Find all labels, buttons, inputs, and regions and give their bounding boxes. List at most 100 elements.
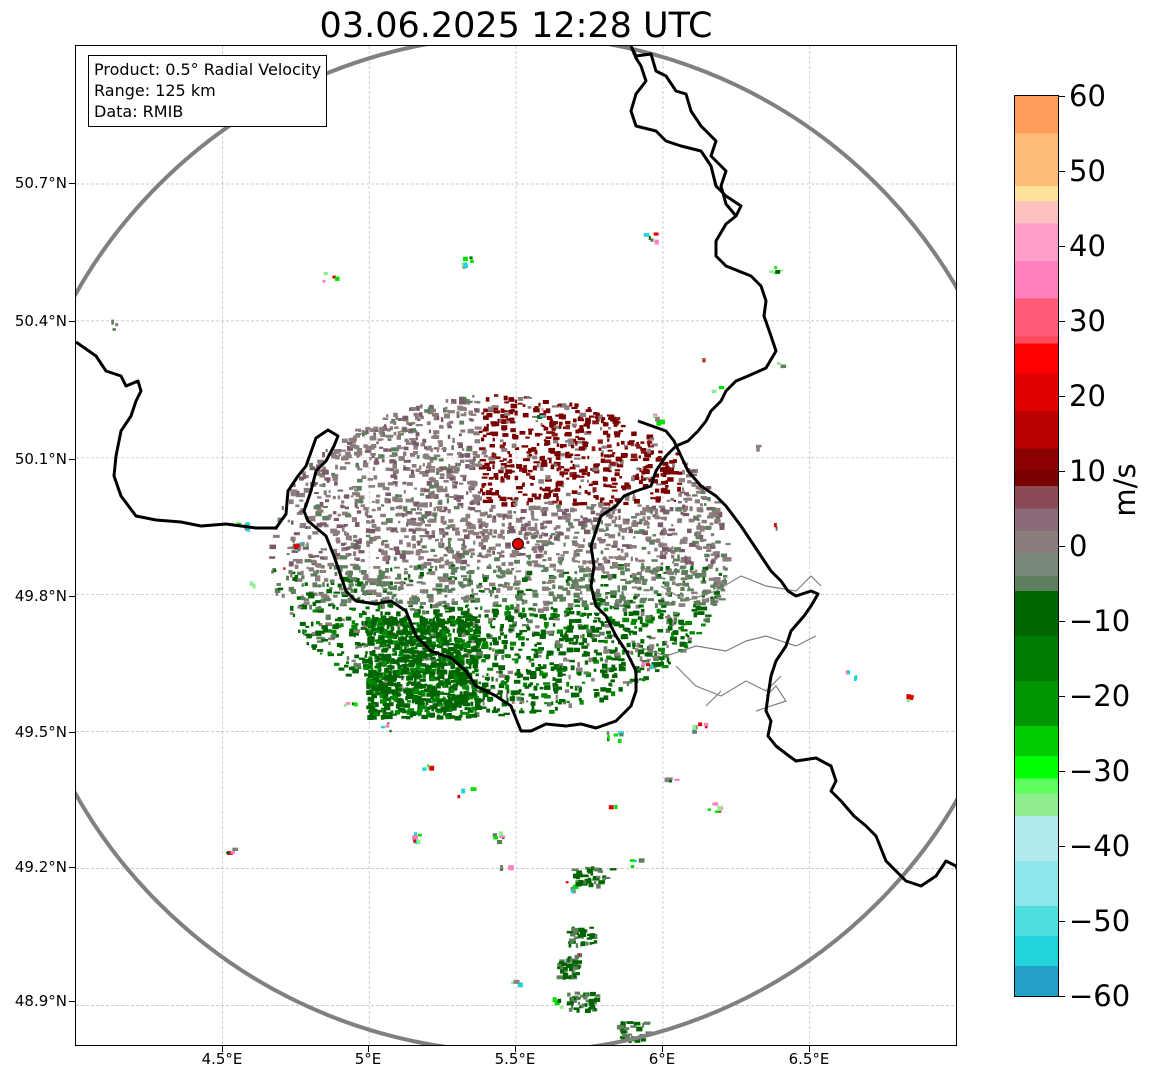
echo-pixel [564, 508, 569, 512]
echo-pixel [539, 614, 547, 619]
echo-pixel [421, 629, 424, 632]
echo-pixel [462, 696, 470, 701]
echo-pixel [671, 642, 677, 645]
echo-pixel [292, 577, 298, 581]
echo-pixel [624, 568, 630, 572]
echo-pixel [355, 433, 362, 436]
echo-pixel [391, 595, 395, 600]
echo-pixel [661, 665, 669, 669]
radar-map[interactable] [75, 45, 957, 1046]
echo-pixel [406, 542, 411, 548]
echo-pixel [616, 548, 621, 551]
echo-pixel [680, 541, 688, 544]
echo-pixel [351, 608, 356, 611]
echo-pixel [579, 425, 584, 430]
echo-pixel [403, 507, 408, 512]
echo-pixel [351, 437, 357, 442]
echo-pixel [464, 596, 467, 599]
echo-pixel [357, 581, 364, 587]
echo-pixel [458, 674, 464, 678]
echo-pixel [436, 467, 443, 472]
echo-pixel [307, 526, 311, 529]
echo-pixel [409, 452, 416, 457]
echo-pixel [506, 689, 510, 694]
echo-pixel [614, 524, 618, 528]
echo-pixel [553, 437, 560, 440]
echo-pixel [453, 648, 458, 654]
echo-pixel [330, 602, 334, 606]
echo-pixel [552, 682, 557, 687]
echo-pixel [623, 501, 629, 506]
echo-pixel [289, 612, 294, 615]
echo-pixel [542, 606, 549, 611]
echo-pixel [479, 447, 486, 451]
echo-pixel [697, 611, 705, 615]
echo-pixel [534, 496, 541, 500]
echo-pixel [344, 664, 349, 668]
echo-pixel [527, 570, 533, 576]
echo-pixel [595, 495, 599, 500]
echo-pixel [670, 622, 675, 626]
echo-pixel [691, 571, 696, 574]
echo-pixel [532, 608, 536, 612]
echo-pixel [312, 582, 318, 588]
echo-pixel [371, 702, 377, 705]
echo-pixel [379, 427, 386, 430]
echo-pixel [569, 466, 576, 470]
echo-pixel [407, 708, 415, 712]
echo-pixel [501, 523, 505, 527]
echo-pixel [528, 693, 535, 697]
echo-pixel [666, 587, 671, 592]
echo-pixel [676, 506, 682, 512]
echo-pixel [651, 662, 657, 667]
echo-pixel [511, 568, 515, 571]
echo-pixel [393, 697, 396, 702]
echo-pixel [437, 590, 442, 595]
echo-pixel [637, 521, 643, 525]
echo-pixel [610, 594, 617, 598]
echo-pixel [425, 469, 430, 474]
echo-pixel [460, 407, 467, 411]
echo-pixel [586, 651, 590, 657]
echo-pixel [382, 590, 387, 593]
echo-pixel [667, 549, 671, 552]
echo-pixel [593, 619, 598, 623]
echo-pixel [429, 668, 437, 672]
echo-pixel [427, 410, 434, 415]
echo-pixel [368, 665, 371, 669]
echo-pixel [414, 699, 422, 705]
echo-pixel [587, 491, 591, 496]
echo-pixel [450, 572, 456, 575]
echo-pixel [388, 585, 394, 589]
echo-pixel [422, 565, 427, 569]
echo-pixel [492, 637, 498, 642]
echo-pixel [568, 610, 575, 615]
echo-pixel [592, 657, 597, 662]
echo-pixel [376, 711, 381, 716]
echo-pixel [392, 693, 395, 698]
echo-pixel [568, 622, 573, 627]
echo-pixel [351, 517, 357, 522]
echo-pixel [605, 533, 609, 536]
echo-pixel [317, 461, 320, 466]
echo-pixel [456, 694, 462, 698]
echo-pixel [625, 484, 631, 490]
echo-pixel [373, 566, 381, 569]
echo-pixel [403, 451, 407, 457]
echo-pixel [656, 593, 662, 597]
echo-pixel [446, 627, 449, 631]
echo-pixel [497, 583, 503, 587]
echo-pixel [649, 586, 654, 591]
echo-pixel [434, 480, 438, 484]
echo-pixel [369, 636, 374, 641]
echo-pixel [386, 527, 392, 531]
echo-pixel [364, 658, 372, 664]
echo-pixel [310, 573, 318, 577]
echo-pixel [426, 571, 430, 575]
echo-pixel [528, 430, 532, 435]
echo-pixel [470, 701, 474, 706]
echo-pixel [362, 642, 365, 646]
echo-pixel [477, 520, 480, 523]
echo-pixel [640, 639, 645, 644]
echo-pixel [272, 534, 280, 538]
